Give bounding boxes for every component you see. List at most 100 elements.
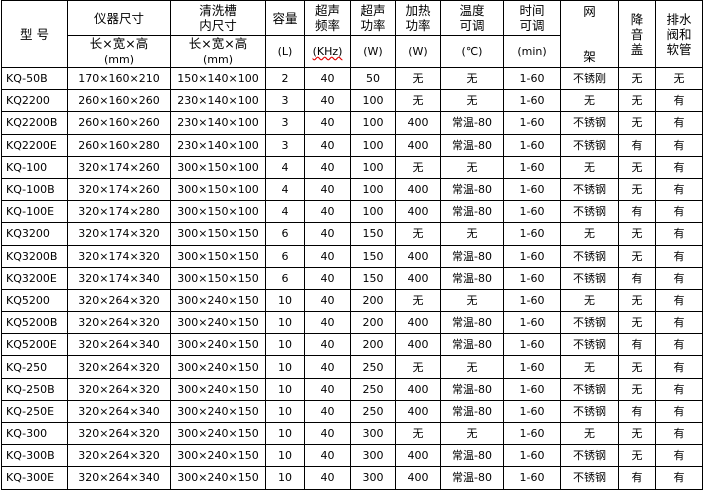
- cell-model: KQ-100: [1, 155, 68, 179]
- table-body: KQ-50B 170×160×210 150×140×100 2 40 50 无无 1-60 不…: [1, 66, 703, 490]
- cell-time: 1-60: [503, 200, 561, 224]
- cell-rack: 无: [560, 222, 619, 246]
- cell-noise-lid: 有: [618, 399, 656, 424]
- cell-tank-size: 300×150×100: [170, 177, 266, 202]
- cell-heating-power: 400: [395, 311, 441, 335]
- cell-temperature: 无: [440, 222, 504, 246]
- cell-noise-lid: 无: [618, 89, 656, 113]
- header-model: 型 号: [1, 0, 68, 68]
- cell-time: 1-60: [503, 222, 561, 246]
- header-text: 功率: [360, 18, 386, 33]
- cell-rack: 无: [560, 355, 619, 379]
- cell-frequency: 40: [304, 200, 351, 224]
- cell-drain: 有: [655, 333, 703, 357]
- cell-capacity: 4: [265, 200, 305, 224]
- cell-frequency: 40: [304, 133, 351, 157]
- cell-time: 1-60: [503, 155, 561, 179]
- cell-time: 1-60: [503, 133, 561, 157]
- cell-drain: 有: [655, 244, 703, 268]
- cell-model: KQ3200E: [1, 266, 68, 290]
- cell-drain: 有: [655, 177, 703, 202]
- unit-text: (mm): [103, 53, 134, 66]
- header-text: 功率: [405, 18, 431, 33]
- header-text: 清洗槽: [199, 3, 237, 18]
- cell-noise-lid: 无: [618, 444, 656, 468]
- cell-time: 1-60: [503, 66, 561, 91]
- cell-outer-size: 320×264×320: [67, 355, 171, 379]
- cell-temperature: 常温-80: [440, 444, 504, 468]
- cell-frequency: 40: [304, 311, 351, 335]
- cell-capacity: 6: [265, 266, 305, 290]
- cell-noise-lid: 无: [618, 177, 656, 202]
- cell-rack: 无: [560, 89, 619, 113]
- cell-outer-size: 320×174×320: [67, 244, 171, 268]
- cell-heating-power: 400: [395, 111, 441, 135]
- table-row: KQ5200 320×264×320 300×240×150 10 40 200 无无 1-6…: [1, 288, 703, 313]
- cell-capacity: 10: [265, 311, 305, 335]
- header-tank-size: 清洗槽 内尺寸: [170, 0, 266, 36]
- cell-tank-size: 300×150×150: [170, 244, 266, 268]
- cell-drain: 有: [655, 222, 703, 246]
- cell-time: 1-60: [503, 421, 561, 446]
- cell-ultrasonic-power: 250: [350, 355, 396, 379]
- cell-ultrasonic-power: 200: [350, 311, 396, 335]
- cell-capacity: 3: [265, 111, 305, 135]
- unit-text: 长×宽×高: [89, 36, 149, 52]
- table-row: KQ-50B 170×160×210 150×140×100 2 40 50 无无 1-60 不…: [1, 66, 703, 91]
- cell-time: 1-60: [503, 89, 561, 113]
- cell-ultrasonic-power: 250: [350, 377, 396, 401]
- cell-ultrasonic-power: 300: [350, 466, 396, 490]
- cell-ultrasonic-power: 100: [350, 111, 396, 135]
- header-text: 音: [630, 26, 644, 42]
- cell-temperature: 常温-80: [440, 377, 504, 401]
- cell-model: KQ2200B: [1, 111, 68, 135]
- cell-tank-size: 300×150×100: [170, 155, 266, 179]
- cell-capacity: 4: [265, 177, 305, 202]
- table-row: KQ2200B 260×160×260 230×140×100 3 40 100 400 常温…: [1, 111, 703, 135]
- cell-temperature: 无: [440, 66, 504, 91]
- cell-model: KQ2200: [1, 89, 68, 113]
- cell-tank-size: 230×140×100: [170, 89, 266, 113]
- cell-heating-power: 无: [395, 222, 441, 246]
- cell-drain: 有: [655, 421, 703, 446]
- header-units-row: 长×宽×高 (mm) 长×宽×高 (mm) (L) (KHz) (W) (W) (℃…: [2, 35, 703, 68]
- cell-capacity: 6: [265, 244, 305, 268]
- header-row: 型 号 仪器尺寸 清洗槽 内尺寸 容量 超声 频率 超声 功率 加热 功率 温度 可调 时…: [1, 0, 703, 68]
- cell-temperature: 无: [440, 155, 504, 179]
- cell-heating-power: 无: [395, 66, 441, 91]
- cell-model: KQ5200B: [1, 311, 68, 335]
- cell-model: KQ3200: [1, 222, 68, 246]
- cell-outer-size: 260×160×260: [67, 89, 171, 113]
- cell-temperature: 常温-80: [440, 200, 504, 224]
- cell-ultrasonic-power: 100: [350, 177, 396, 202]
- cell-frequency: 40: [304, 355, 351, 379]
- table-row: KQ-100E 320×174×280 300×150×100 4 40 100 400 常温…: [1, 200, 703, 224]
- cell-model: KQ-50B: [1, 66, 68, 91]
- cell-rack: 不锈钢: [560, 444, 619, 468]
- header-text: 降: [630, 11, 644, 27]
- table-row: KQ-100 320×174×260 300×150×100 4 40 100 无无 1-60…: [1, 155, 703, 179]
- cell-outer-size: 320×264×320: [67, 311, 171, 335]
- unit-time: (min): [503, 35, 561, 68]
- header-rack: 网架: [560, 0, 619, 68]
- cell-capacity: 10: [265, 466, 305, 490]
- header-text: 内尺寸: [199, 18, 237, 33]
- cell-frequency: 40: [304, 222, 351, 246]
- cell-tank-size: 300×240×150: [170, 399, 266, 424]
- unit-heating-power: (W): [395, 35, 441, 68]
- cell-tank-size: 300×240×150: [170, 333, 266, 357]
- cell-temperature: 无: [440, 89, 504, 113]
- cell-capacity: 2: [265, 66, 305, 91]
- cell-frequency: 40: [304, 155, 351, 179]
- unit-text: 长×宽×高: [188, 36, 248, 52]
- header-capacity: 容量: [265, 0, 305, 36]
- unit-tank-size: 长×宽×高 (mm): [170, 35, 266, 68]
- cell-outer-size: 320×264×340: [67, 466, 171, 490]
- header-time: 时间 可调: [503, 0, 561, 36]
- cell-capacity: 10: [265, 444, 305, 468]
- cell-rack: 不锈钢: [560, 177, 619, 202]
- cell-drain: 有: [655, 89, 703, 113]
- cell-tank-size: 230×140×100: [170, 133, 266, 157]
- header-noise-lid: 降音盖: [618, 0, 656, 68]
- cell-model: KQ-100B: [1, 177, 68, 202]
